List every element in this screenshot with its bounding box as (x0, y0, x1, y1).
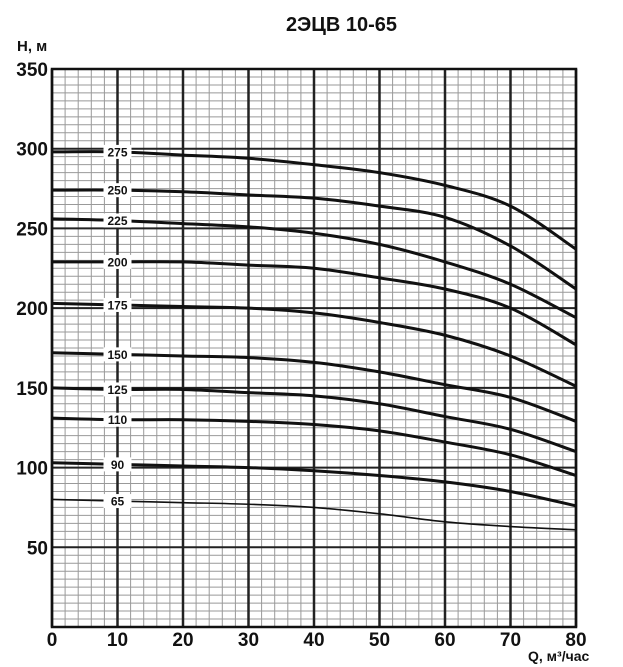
series-line-275 (51, 150, 577, 251)
x-tick-label: 60 (434, 630, 455, 651)
chart-title: 2ЭЦВ 10-65 (285, 14, 398, 36)
y-tick-label: 100 (16, 459, 48, 480)
series-line-150 (51, 351, 577, 423)
series-label-bg (103, 382, 132, 397)
series-line-90 (51, 461, 577, 508)
y-tick-label: 250 (16, 219, 48, 240)
series-label-225: 225 (107, 214, 127, 228)
series-label-65: 65 (111, 495, 125, 509)
y-tick-label: 350 (16, 60, 48, 81)
series-label-bg (103, 494, 132, 509)
series-label-275: 275 (107, 145, 127, 159)
x-tick-label: 70 (500, 630, 521, 651)
x-tick-label: 10 (107, 630, 128, 651)
x-tick-label: 20 (172, 630, 193, 651)
series-label-90: 90 (111, 458, 125, 472)
x-tick-label: 30 (238, 630, 259, 651)
series-line-65 (51, 498, 577, 531)
x-axis-label: Q, м³/час (528, 648, 590, 664)
series-label-bg (103, 457, 132, 472)
y-tick-label: 300 (16, 140, 48, 161)
series-label-125: 125 (107, 383, 127, 397)
series-label-bg (103, 254, 132, 269)
series-label-bg (103, 347, 132, 362)
series-label-bg (103, 183, 132, 198)
x-tick-label: 40 (303, 630, 324, 651)
series-label-bg (103, 297, 132, 312)
y-tick-label: 200 (16, 299, 48, 320)
y-tick-label: 50 (27, 538, 48, 559)
series-label-110: 110 (108, 413, 128, 427)
plot-frame (50, 67, 578, 629)
y-tick-label: 150 (16, 379, 48, 400)
series-line-175 (51, 301, 577, 388)
series-line-125 (51, 386, 577, 454)
series-label-250: 250 (107, 184, 127, 198)
x-tick-label: 0 (47, 630, 58, 651)
series-line-200 (52, 260, 577, 347)
series-label-175: 175 (107, 298, 127, 312)
series-label-bg (103, 213, 132, 228)
series-label-bg (103, 144, 132, 159)
y-axis-label: H, м (17, 38, 48, 55)
series-line-110 (51, 416, 577, 477)
series-line-225 (51, 217, 577, 320)
series-line-250 (51, 188, 577, 291)
x-tick-label: 80 (565, 630, 586, 651)
x-tick-label: 50 (369, 630, 390, 651)
series-label-bg (103, 412, 132, 427)
series-label-200: 200 (107, 255, 127, 269)
series-label-150: 150 (107, 348, 127, 362)
